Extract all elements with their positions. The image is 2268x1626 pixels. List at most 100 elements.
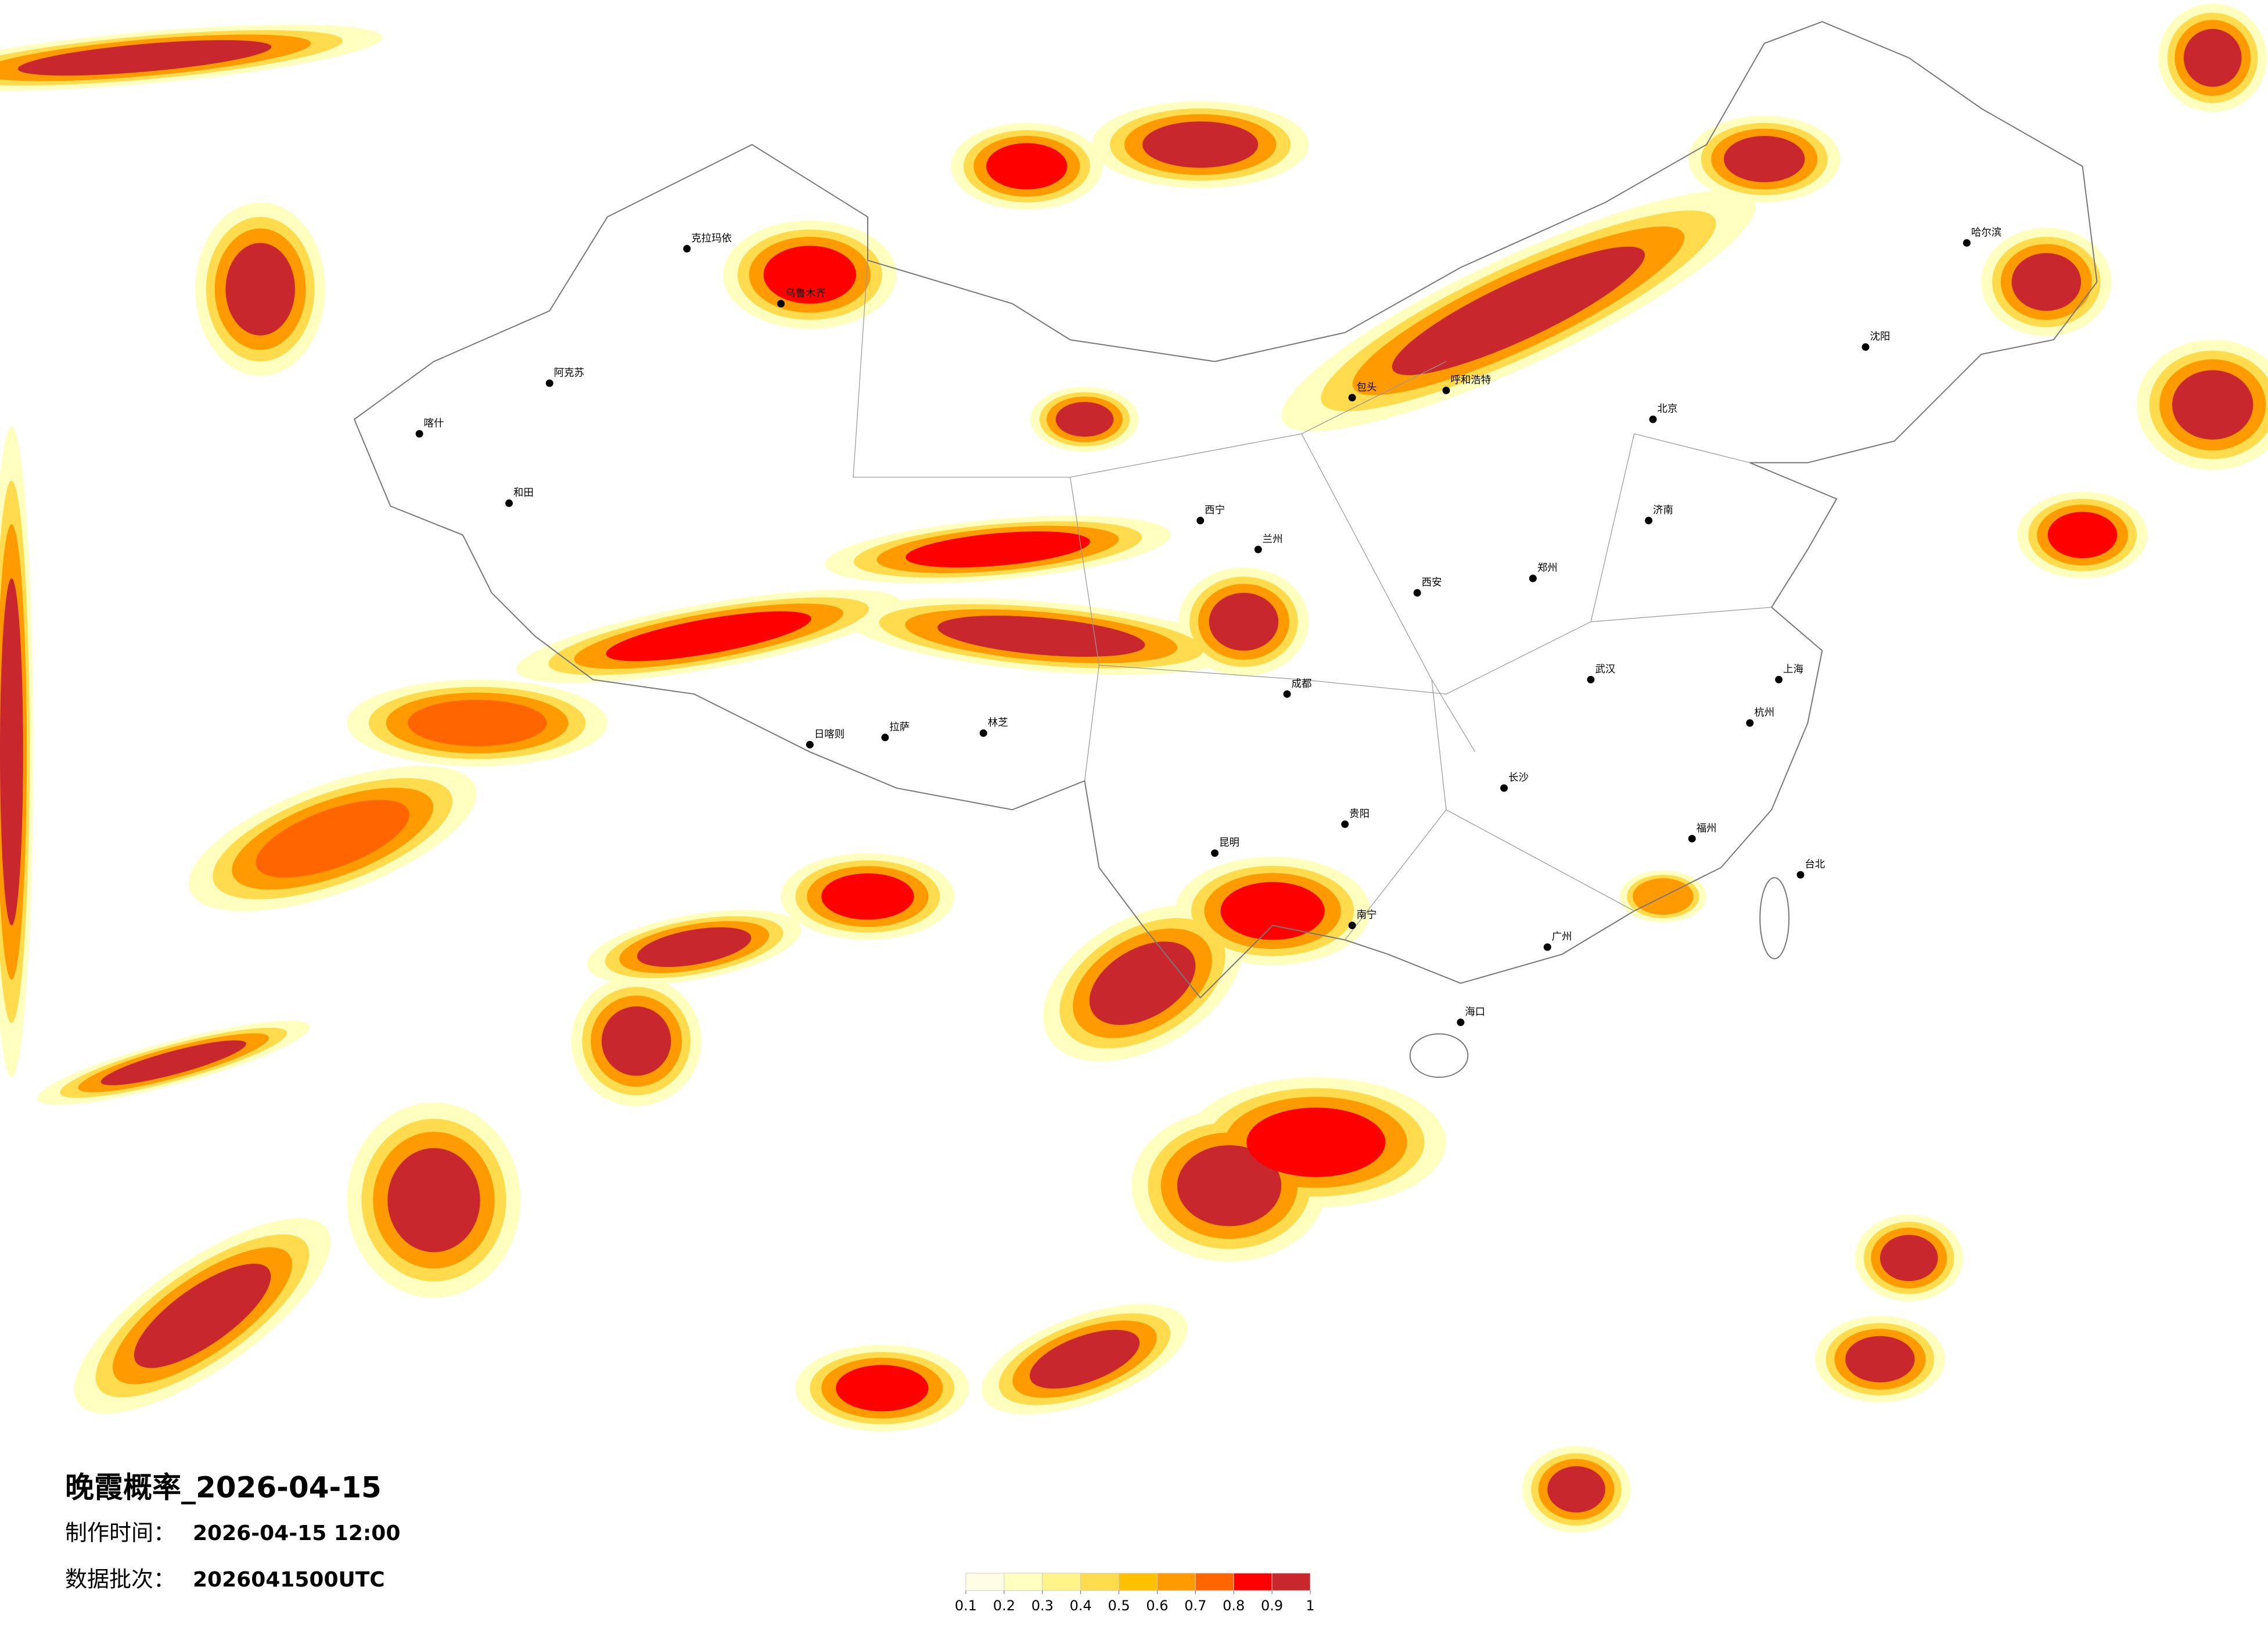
city-label: 武汉 — [1595, 664, 1615, 675]
legend-swatch — [1004, 1573, 1043, 1591]
heat-blob — [1845, 1336, 1915, 1383]
legend-tick-label: 0.4 — [1070, 1598, 1092, 1614]
heat-blob — [387, 1148, 480, 1253]
heat-blob — [134, 1264, 271, 1368]
city-dot — [1775, 675, 1783, 684]
city-label: 沈阳 — [1870, 331, 1890, 343]
city-dot — [1861, 343, 1870, 351]
heat-blob — [1880, 1235, 1938, 1282]
city-dot — [1283, 690, 1291, 698]
heat-blob — [637, 927, 752, 967]
city-dot — [1196, 516, 1205, 524]
heat-blob — [1220, 882, 1325, 940]
legend-tick-label: 0.7 — [1184, 1598, 1206, 1614]
city-label: 克拉玛依 — [691, 233, 732, 244]
heat-blob — [1029, 1329, 1140, 1389]
legend-tick-label: 0.8 — [1223, 1598, 1245, 1614]
city-label: 郑州 — [1537, 563, 1558, 574]
heat-blob — [2047, 512, 2118, 559]
heat-blob — [2011, 253, 2082, 311]
city-dot — [1413, 589, 1421, 597]
heat-blob — [1246, 1107, 1386, 1177]
city-dot — [1645, 516, 1653, 524]
legend-tick-label: 0.6 — [1146, 1598, 1168, 1614]
legend-swatch — [965, 1573, 1005, 1591]
heat-blob — [1142, 121, 1259, 168]
city-dot — [777, 300, 785, 308]
heat-blob — [606, 611, 811, 661]
heat-blob — [0, 578, 23, 926]
city-label: 乌鲁木齐 — [785, 287, 826, 299]
city-label: 北京 — [1658, 404, 1678, 415]
legend-swatch — [1233, 1573, 1273, 1591]
map-title: 晚霞概率_2026-04-15 — [65, 1471, 382, 1505]
batch-label: 数据批次： — [65, 1567, 175, 1592]
taiwan-outline — [1759, 877, 1790, 959]
city-dot — [1529, 574, 1537, 582]
legend-swatch — [1156, 1573, 1196, 1591]
city-dot — [1688, 834, 1696, 843]
city-dot — [806, 740, 814, 749]
city-dot — [683, 244, 691, 253]
batch-id: 2026041500UTC — [193, 1568, 385, 1592]
city-label: 哈尔滨 — [1971, 227, 2001, 239]
heat-blob — [1055, 402, 1114, 437]
heat-blob — [17, 40, 272, 76]
heat-blob — [256, 800, 409, 878]
heat-blob — [836, 1365, 929, 1412]
city-label: 海口 — [1465, 1006, 1485, 1018]
city-label: 长沙 — [1508, 772, 1529, 784]
city-label: 昆明 — [1219, 837, 1239, 849]
city-dot — [1348, 394, 1356, 402]
color-legend: 0.1 0.2 0.3 0.4 0.5 0.6 0.7 0.8 0.9 1 — [955, 1573, 1315, 1614]
city-dot — [1254, 545, 1262, 553]
city-label: 兰州 — [1263, 534, 1283, 545]
heat-blob — [225, 243, 295, 336]
city-label: 和田 — [513, 487, 534, 499]
city-label: 贵阳 — [1349, 808, 1370, 820]
heat-blob — [601, 1006, 671, 1076]
heat-blob — [1724, 136, 1805, 182]
city-dot — [1348, 922, 1356, 930]
city-label: 杭州 — [1754, 707, 1774, 719]
city-dot — [505, 499, 513, 507]
legend-swatch — [1271, 1573, 1311, 1591]
city-label: 广州 — [1552, 931, 1572, 943]
legend-tick-label: 0.2 — [993, 1598, 1015, 1614]
city-dot — [1500, 784, 1508, 792]
legend-tick-label: 0.9 — [1261, 1598, 1283, 1614]
heat-blob — [986, 143, 1067, 190]
city-dot — [1963, 239, 1971, 247]
legend-swatch — [1119, 1573, 1158, 1591]
city-label: 呼和浩特 — [1450, 375, 1491, 386]
city-dot — [1457, 1018, 1465, 1026]
probability-field — [0, 3, 2268, 1533]
legend-swatch — [1195, 1573, 1234, 1591]
heat-blob — [821, 873, 914, 920]
city-label: 喀什 — [424, 418, 444, 430]
city-label: 西安 — [1422, 577, 1442, 588]
legend-swatch — [1080, 1573, 1120, 1591]
heat-blob — [1547, 1466, 1605, 1513]
city-label: 阿克苏 — [554, 367, 584, 379]
hainan-outline — [1409, 1033, 1469, 1078]
heat-blob — [100, 1040, 246, 1085]
city-label: 济南 — [1653, 505, 1673, 516]
heat-blob — [1392, 246, 1645, 375]
city-label: 上海 — [1783, 664, 1803, 675]
city-label: 台北 — [1805, 859, 1825, 870]
city-dot — [415, 430, 423, 438]
city-dot — [545, 379, 553, 387]
city-dot — [1587, 675, 1595, 684]
made-label: 制作时间： — [65, 1520, 175, 1546]
heat-blob — [2172, 370, 2253, 440]
city-dot — [979, 729, 987, 737]
legend-tick-label: 1 — [1306, 1598, 1314, 1614]
city-dot — [1341, 820, 1349, 828]
heat-blob — [1089, 941, 1196, 1026]
legend-tick-label: 0.3 — [1031, 1598, 1054, 1614]
